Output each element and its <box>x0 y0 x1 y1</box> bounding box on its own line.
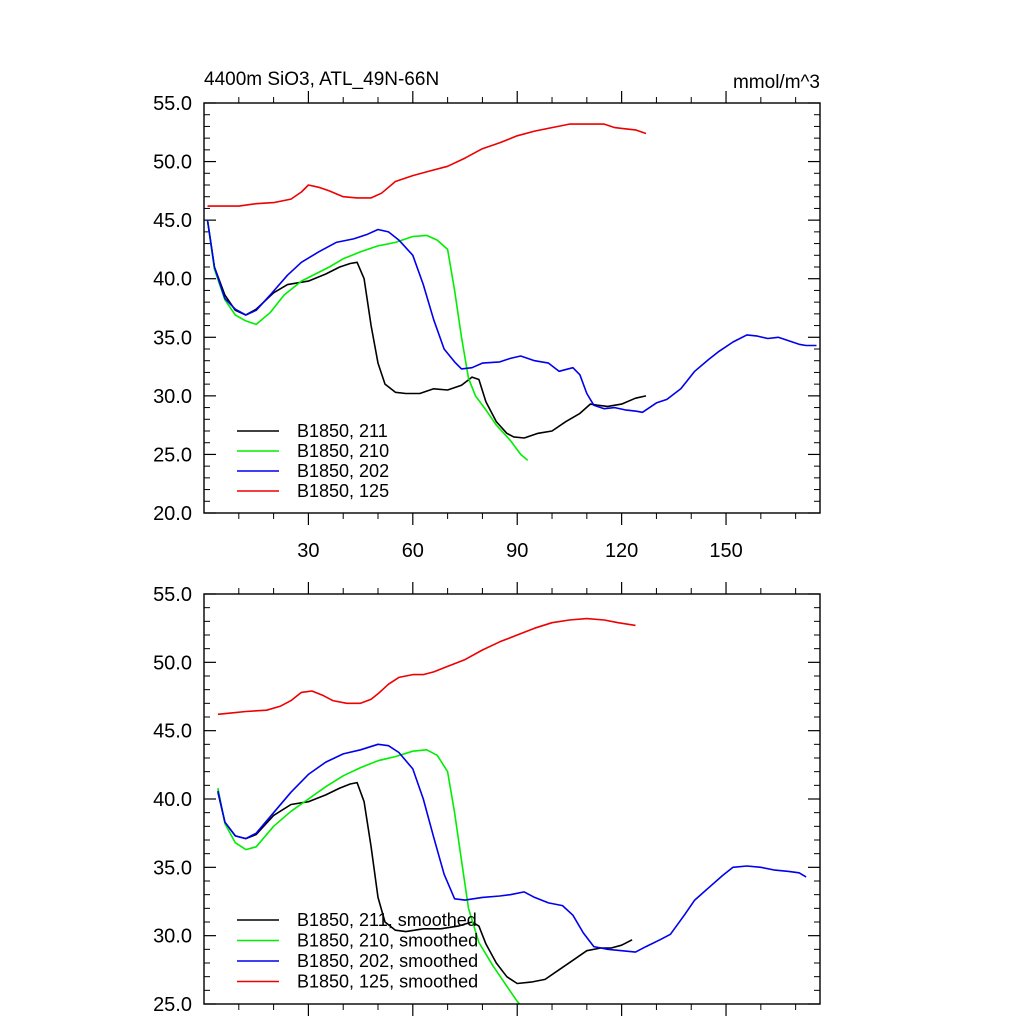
series-line-4 <box>217 617 636 716</box>
y-tick-label: 35.0 <box>153 327 192 349</box>
top-panel-ticks: 20.0 25.0 30.0 35.0 40.0 45.0 50.0 55.0 30 60 90 12… <box>153 91 820 562</box>
series-line-1 <box>206 219 647 439</box>
legend-label: B1850, 202, smoothed <box>297 951 478 971</box>
bottom-panel-lines <box>217 617 807 1004</box>
legend-label: B1850, 125, smoothed <box>297 972 478 992</box>
y-tick-label: 30.0 <box>153 386 192 408</box>
y-tick-label: 20.0 <box>153 503 192 525</box>
x-tick-label: 90 <box>506 540 528 562</box>
legend-label: B1850, 210, smoothed <box>297 931 478 951</box>
top-panel-title: 4400m SiO3, ATL_49N-66N <box>204 69 439 90</box>
series-line-3 <box>206 219 817 414</box>
top-panel-lines <box>206 123 817 461</box>
x-tick-label: 30 <box>297 540 319 562</box>
legend-label: B1850, 202 <box>297 461 389 481</box>
y-tick-label: 45.0 <box>153 210 192 232</box>
x-tick-label: 60 <box>402 540 424 562</box>
top-panel-frame <box>203 102 821 514</box>
top-panel: 4400m SiO3, ATL_49N-66N mmol/m^3 20.0 25.… <box>153 69 821 562</box>
y-tick-label: 50.0 <box>153 152 192 174</box>
series-line-4 <box>207 123 647 207</box>
y-tick-label: 50.0 <box>153 652 192 674</box>
series-line-3 <box>217 743 807 953</box>
y-tick-label: 55.0 <box>153 93 192 115</box>
y-tick-label: 25.0 <box>153 444 192 466</box>
legend-label: B1850, 210 <box>297 441 389 461</box>
legend-label: B1850, 211, smoothed <box>297 910 477 930</box>
legend-label: B1850, 125 <box>297 481 389 501</box>
x-tick-label: 120 <box>605 540 638 562</box>
bottom-panel: 25.0 30.0 35.0 40.0 45.0 50.0 55.0 B1850, 211,… <box>153 582 821 1016</box>
series-line-1 <box>217 781 633 985</box>
y-tick-label: 45.0 <box>153 721 192 743</box>
y-tick-label: 55.0 <box>153 584 192 606</box>
top-panel-units: mmol/m^3 <box>733 72 820 93</box>
y-tick-label: 40.0 <box>153 789 192 811</box>
series-line-2 <box>217 749 521 1004</box>
bottom-panel-ticks: 25.0 30.0 35.0 40.0 45.0 50.0 55.0 <box>153 582 820 1016</box>
x-tick-label: 150 <box>709 540 742 562</box>
y-tick-label: 30.0 <box>153 926 192 948</box>
y-tick-label: 35.0 <box>153 857 192 879</box>
legend-label: B1850, 211 <box>297 421 388 441</box>
y-tick-label: 40.0 <box>153 269 192 291</box>
y-tick-label: 25.0 <box>153 994 192 1016</box>
bottom-panel-frame <box>203 593 821 1005</box>
series-line-2 <box>206 219 529 461</box>
